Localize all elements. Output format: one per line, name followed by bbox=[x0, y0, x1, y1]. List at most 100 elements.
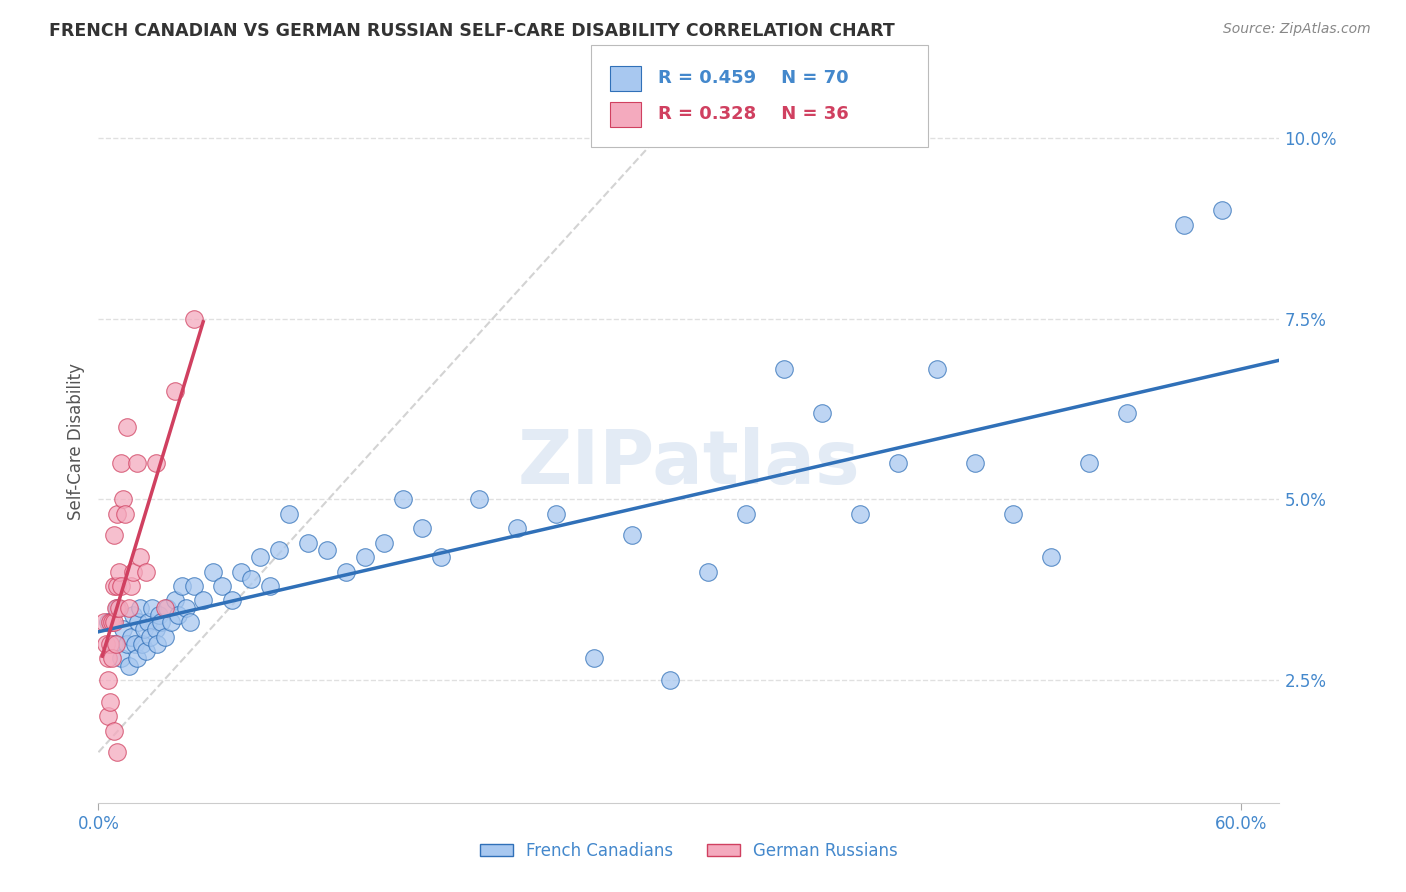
Point bbox=[150, 615, 173, 630]
Point bbox=[179, 615, 201, 630]
Point bbox=[112, 623, 135, 637]
Point bbox=[115, 420, 138, 434]
Point bbox=[98, 615, 121, 630]
Point bbox=[335, 565, 357, 579]
Y-axis label: Self-Care Disability: Self-Care Disability bbox=[66, 363, 84, 520]
Point bbox=[239, 572, 262, 586]
Point bbox=[146, 637, 169, 651]
Point bbox=[121, 607, 143, 622]
Point bbox=[373, 535, 395, 549]
Point bbox=[103, 723, 125, 738]
Point bbox=[153, 630, 176, 644]
Point bbox=[468, 492, 491, 507]
Point bbox=[1039, 550, 1062, 565]
Point bbox=[136, 615, 159, 630]
Text: R = 0.459    N = 70: R = 0.459 N = 70 bbox=[658, 70, 849, 87]
Text: ZIPatlas: ZIPatlas bbox=[517, 426, 860, 500]
Point bbox=[269, 542, 291, 557]
Point bbox=[887, 456, 910, 470]
Point bbox=[104, 637, 127, 651]
Point bbox=[697, 565, 720, 579]
Point bbox=[1173, 218, 1195, 232]
Point bbox=[277, 507, 299, 521]
Point bbox=[120, 630, 142, 644]
Point bbox=[107, 600, 129, 615]
Point bbox=[544, 507, 567, 521]
Point bbox=[97, 651, 120, 665]
Point bbox=[107, 745, 129, 759]
Point bbox=[156, 600, 179, 615]
Point bbox=[773, 362, 796, 376]
Point bbox=[118, 600, 141, 615]
Point bbox=[297, 535, 319, 549]
Point bbox=[148, 607, 170, 622]
Point bbox=[108, 600, 131, 615]
Point bbox=[121, 565, 143, 579]
Point bbox=[114, 507, 136, 521]
Point bbox=[582, 651, 605, 665]
Point bbox=[167, 607, 190, 622]
Point bbox=[145, 623, 167, 637]
Point bbox=[134, 623, 156, 637]
Point bbox=[127, 615, 149, 630]
Point bbox=[620, 528, 643, 542]
Point bbox=[658, 673, 681, 687]
Point bbox=[201, 565, 224, 579]
Point bbox=[107, 579, 129, 593]
Point bbox=[811, 406, 834, 420]
Point bbox=[354, 550, 377, 565]
Point bbox=[108, 565, 131, 579]
Point bbox=[120, 579, 142, 593]
Point bbox=[193, 593, 215, 607]
Point bbox=[100, 651, 122, 665]
Point bbox=[98, 637, 121, 651]
Point bbox=[430, 550, 453, 565]
Point bbox=[103, 579, 125, 593]
Point bbox=[1116, 406, 1139, 420]
Point bbox=[124, 637, 146, 651]
Point bbox=[135, 565, 157, 579]
Point bbox=[249, 550, 271, 565]
Point bbox=[1078, 456, 1101, 470]
Point bbox=[163, 593, 186, 607]
Point bbox=[1001, 507, 1024, 521]
Point bbox=[159, 615, 181, 630]
Point bbox=[231, 565, 253, 579]
Legend: French Canadians, German Russians: French Canadians, German Russians bbox=[472, 836, 905, 867]
Point bbox=[129, 550, 152, 565]
Point bbox=[97, 615, 120, 630]
Point bbox=[104, 600, 127, 615]
Point bbox=[163, 384, 186, 398]
Point bbox=[131, 637, 153, 651]
Point bbox=[506, 521, 529, 535]
Point bbox=[125, 651, 148, 665]
Point bbox=[172, 579, 194, 593]
Point bbox=[211, 579, 233, 593]
Point bbox=[112, 492, 135, 507]
Point bbox=[141, 600, 163, 615]
Point bbox=[183, 579, 205, 593]
Point bbox=[103, 637, 125, 651]
Point bbox=[118, 658, 141, 673]
Point bbox=[174, 600, 197, 615]
Point bbox=[125, 456, 148, 470]
Point bbox=[103, 615, 125, 630]
Text: FRENCH CANADIAN VS GERMAN RUSSIAN SELF-CARE DISABILITY CORRELATION CHART: FRENCH CANADIAN VS GERMAN RUSSIAN SELF-C… bbox=[49, 22, 896, 40]
Point bbox=[963, 456, 986, 470]
Point bbox=[849, 507, 872, 521]
Text: Source: ZipAtlas.com: Source: ZipAtlas.com bbox=[1223, 22, 1371, 37]
Point bbox=[129, 600, 152, 615]
Point bbox=[93, 615, 115, 630]
Point bbox=[221, 593, 243, 607]
Text: R = 0.328    N = 36: R = 0.328 N = 36 bbox=[658, 105, 849, 123]
Point bbox=[100, 615, 122, 630]
Point bbox=[107, 507, 129, 521]
Point bbox=[115, 637, 138, 651]
Point bbox=[97, 673, 120, 687]
Point bbox=[135, 644, 157, 658]
Point bbox=[316, 542, 339, 557]
Point bbox=[110, 456, 132, 470]
Point bbox=[98, 695, 121, 709]
Point bbox=[153, 600, 176, 615]
Point bbox=[110, 579, 132, 593]
